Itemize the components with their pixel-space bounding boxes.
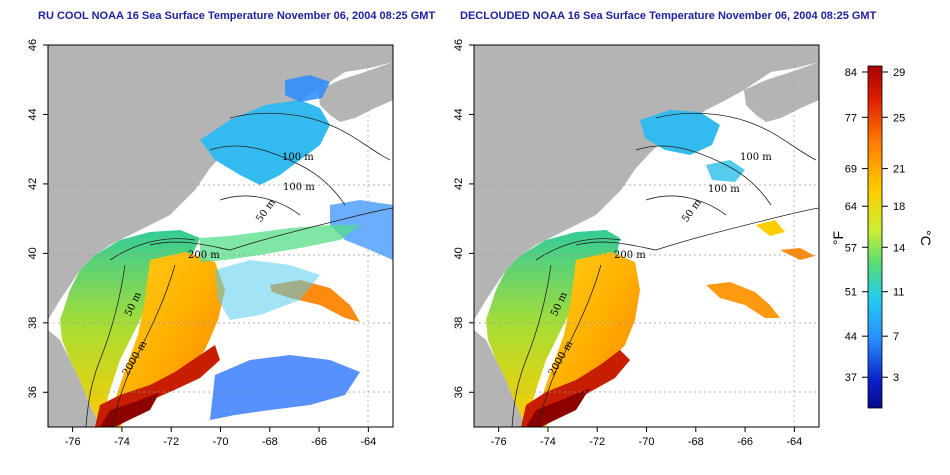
left-longitude-axis: -76 -74 -72 -70 -68 -66 -64 bbox=[65, 427, 377, 448]
colorbar-celsius-ticks: 29 25 21 18 14 11 7 3 bbox=[882, 67, 905, 384]
right-lon-tick-label: -64 bbox=[786, 436, 802, 448]
colorbar-c-tick-label: 14 bbox=[893, 242, 905, 254]
colorbar-f-tick-label: 37 bbox=[845, 372, 857, 384]
right-lat-tick-label: 40 bbox=[453, 247, 465, 259]
colorbar-fahrenheit-ticks: 84 77 69 64 57 51 44 37 bbox=[845, 67, 868, 384]
left-lon-tick-label: -76 bbox=[65, 436, 81, 448]
left-lat-tick-label: 46 bbox=[27, 39, 39, 51]
left-lon-tick-label: -66 bbox=[311, 436, 327, 448]
left-map-panel: 100 m 100 m 50 m 200 m 50 m 2000 m -76 -7… bbox=[27, 39, 393, 448]
colorbar-f-tick-label: 77 bbox=[845, 112, 857, 124]
colorbar-f-tick-label: 84 bbox=[845, 67, 857, 79]
right-longitude-axis: -76 -74 -72 -70 -68 -66 -64 bbox=[491, 427, 803, 448]
right-lon-tick-label: -66 bbox=[737, 436, 753, 448]
sst-figure: 100 m 100 m 50 m 200 m 50 m 2000 m -76 -7… bbox=[0, 0, 950, 475]
left-label-100m-a: 100 m bbox=[282, 152, 314, 163]
left-latitude-axis: 36 38 40 42 44 46 bbox=[27, 39, 48, 399]
colorbar-f-tick-label: 51 bbox=[845, 287, 857, 299]
colorbar-c-tick-label: 18 bbox=[893, 201, 905, 213]
colorbar-c-tick-label: 11 bbox=[893, 287, 904, 299]
colorbar-gradient bbox=[868, 66, 882, 408]
left-lat-tick-label: 40 bbox=[27, 247, 39, 259]
colorbar-f-tick-label: 69 bbox=[845, 164, 857, 176]
right-lat-tick-label: 44 bbox=[453, 108, 465, 120]
right-label-100m-a: 100 m bbox=[740, 152, 772, 163]
right-lat-tick-label: 46 bbox=[453, 39, 465, 51]
right-lon-tick-label: -76 bbox=[491, 436, 507, 448]
left-lon-tick-label: -68 bbox=[262, 436, 278, 448]
left-lon-tick-label: -70 bbox=[213, 436, 229, 448]
colorbar-c-tick-label: 29 bbox=[893, 67, 905, 79]
colorbar-c-tick-label: 3 bbox=[893, 372, 899, 384]
colorbar-f-tick-label: 44 bbox=[845, 331, 857, 343]
left-lat-tick-label: 38 bbox=[27, 317, 39, 329]
right-lat-tick-label: 36 bbox=[453, 386, 465, 398]
left-label-200m: 200 m bbox=[188, 250, 220, 261]
colorbar-f-tick-label: 57 bbox=[845, 242, 857, 254]
right-lat-tick-label: 42 bbox=[453, 178, 465, 190]
left-lat-tick-label: 44 bbox=[27, 108, 39, 120]
left-lat-tick-label: 36 bbox=[27, 386, 39, 398]
right-label-200m: 200 m bbox=[614, 250, 646, 261]
colorbar-c-tick-label: 21 bbox=[893, 164, 905, 176]
right-latitude-axis: 36 38 40 42 44 46 bbox=[453, 39, 474, 399]
left-lon-tick-label: -74 bbox=[114, 436, 130, 448]
right-label-100m-b: 100 m bbox=[708, 184, 740, 195]
right-lon-tick-label: -70 bbox=[639, 436, 655, 448]
left-label-100m-b: 100 m bbox=[283, 182, 315, 193]
left-lon-tick-label: -72 bbox=[163, 436, 179, 448]
right-lon-tick-label: -72 bbox=[589, 436, 605, 448]
left-lat-tick-label: 42 bbox=[27, 178, 39, 190]
colorbar-f-tick-label: 64 bbox=[845, 201, 857, 213]
left-lon-tick-label: -64 bbox=[360, 436, 376, 448]
colorbar: 84 77 69 64 57 51 44 37 29 25 21 18 14 11 7 3 °F °C bbox=[830, 66, 934, 408]
right-lon-tick-label: -68 bbox=[688, 436, 704, 448]
celsius-unit-label: °C bbox=[918, 230, 934, 246]
right-lat-tick-label: 38 bbox=[453, 317, 465, 329]
right-map-panel: 100 m 100 m 50 m 200 m 50 m 2000 m -76 -7… bbox=[453, 39, 819, 448]
colorbar-c-tick-label: 7 bbox=[893, 331, 899, 343]
right-lon-tick-label: -74 bbox=[540, 436, 556, 448]
fahrenheit-unit-label: °F bbox=[830, 231, 846, 245]
colorbar-c-tick-label: 25 bbox=[893, 112, 905, 124]
